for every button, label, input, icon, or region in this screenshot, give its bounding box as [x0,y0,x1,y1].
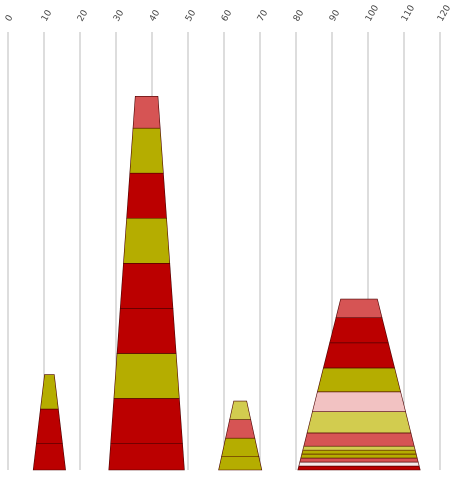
cone-4-segment-1 [297,465,421,471]
cone-1 [32,374,66,471]
x-tick-label-100: 100 [364,3,381,23]
cone-4-segment-2 [298,461,420,467]
x-tick-label-0: 0 [4,13,16,23]
cone-2-segment-9 [132,96,161,129]
cone-2-segment-6 [123,217,171,264]
cone-2-segment-2 [110,398,183,444]
cone-4-segment-5 [301,449,417,455]
cone-3-segment-1 [218,456,263,471]
cone-1-segment-3 [40,374,59,410]
x-tick-label-110: 110 [400,3,417,23]
x-axis-tick-labels: 0 10 20 30 40 50 60 70 80 90 100 110 120 [4,3,452,23]
x-tick-label-70: 70 [256,8,271,23]
x-tick-label-30: 30 [112,8,127,23]
cone-4-segment-9 [312,391,406,413]
cone-4-segment-7 [303,432,415,447]
x-tick-label-50: 50 [184,8,199,23]
cone-3-segment-3 [225,419,256,439]
x-tick-label-80: 80 [292,8,307,23]
cone-4-segment-13 [335,298,383,318]
cone-4-segment-10 [317,367,401,393]
cone-2-segment-3 [113,353,180,399]
cone-2-segment-5 [119,262,174,309]
cone-4-segment-8 [306,411,412,434]
cone-3-segment-2 [221,437,260,458]
cone-4-segment-6 [302,445,416,451]
cone-1-segment-1 [32,443,66,471]
cone-4-segment-4 [300,453,418,459]
cone-4-segment-3 [299,457,419,463]
x-tick-label-10: 10 [40,8,55,23]
cone-1-segment-2 [36,408,63,444]
x-tick-label-120: 120 [436,3,452,23]
cone-3 [218,400,263,471]
cone-2-segment-7 [126,172,167,219]
x-tick-label-60: 60 [220,8,235,23]
x-tick-label-90: 90 [328,8,343,23]
cone-2-segment-8 [129,127,164,174]
cone-4 [297,298,421,471]
cone-2-segment-1 [108,443,185,471]
x-tick-label-40: 40 [148,8,163,23]
cone-4-segment-12 [329,317,389,344]
cone-3-segment-4 [229,400,252,420]
cone-4-segment-11 [322,342,396,369]
cone-2-segment-4 [116,308,177,354]
x-tick-label-20: 20 [76,8,91,23]
cones [32,96,421,471]
cone-2 [108,96,185,471]
